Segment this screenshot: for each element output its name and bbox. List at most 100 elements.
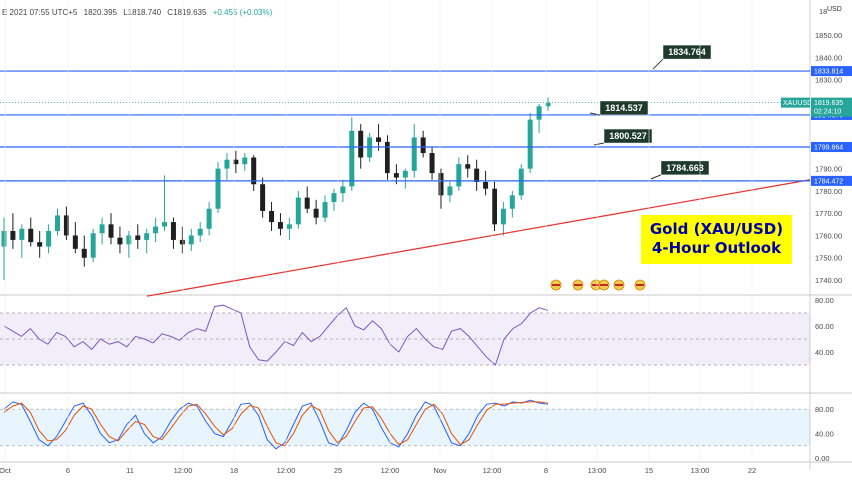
candle-body: [313, 208, 319, 218]
level-price-tag: [811, 142, 852, 153]
rsi-y-tick-label: 60.00: [815, 322, 834, 331]
candle-body: [402, 170, 408, 178]
y-tick-label: 1740.00: [815, 276, 842, 285]
candle-body: [72, 235, 78, 249]
rsi-line: [3, 304, 549, 366]
candle-body: [384, 141, 390, 174]
candle-body: [37, 242, 43, 247]
candle-body: [117, 237, 123, 245]
candle-body: [438, 173, 444, 196]
callout-pointer: [593, 142, 605, 146]
countdown-text: 02:24:10: [814, 109, 841, 116]
x-tick-label: Nov: [433, 466, 447, 475]
candle-body: [153, 226, 159, 234]
candle-body: [206, 208, 212, 229]
level-callout[interactable]: [660, 160, 710, 176]
candle-body: [474, 168, 480, 182]
candle-body: [135, 235, 141, 240]
y-tick-label: 1850.00: [815, 31, 842, 40]
stoch-band-fill: [0, 409, 810, 446]
candle-body: [99, 224, 105, 234]
candle-body: [500, 208, 506, 225]
y-tick-label: 1790.00: [815, 165, 842, 174]
level-callout[interactable]: [603, 128, 653, 144]
candle-body: [349, 130, 355, 187]
level-price-tag-text: 1833.814: [814, 69, 843, 76]
header-change: +0.455 (+0.03%): [212, 8, 273, 17]
stoch-y-tick-label: 0.00: [815, 454, 830, 463]
currency-label[interactable]: USD: [827, 6, 842, 13]
candle-body: [179, 239, 185, 245]
x-tick-label: 6: [66, 466, 70, 475]
y-tick-label: 1760.00: [815, 231, 842, 240]
candle-body: [483, 182, 489, 189]
stoch-y-tick-label: 80.00: [815, 405, 834, 414]
x-tick-label: 12:00: [483, 466, 502, 475]
rsi-y-tick-label: 80.00: [815, 296, 834, 305]
callout-pointer: [589, 112, 601, 116]
x-tick-label: 12:00: [381, 466, 400, 475]
header-high: 1820.395: [83, 8, 117, 17]
candle-body: [108, 224, 114, 238]
level-callout-text: 1800.527: [609, 131, 647, 141]
candle-body: [420, 137, 426, 154]
candle-body: [411, 137, 417, 171]
candle-body: [126, 235, 132, 245]
level-price-tag: [811, 66, 852, 77]
x-tick-label: 15: [645, 466, 653, 475]
y-tick-label: 1780.00: [815, 187, 842, 196]
candle-body: [224, 159, 230, 169]
level-callout[interactable]: [599, 100, 649, 116]
level-callout-text: 1834.764: [668, 47, 706, 57]
candle-body: [233, 159, 239, 165]
trendline[interactable]: [146, 179, 811, 297]
level-callout-text: 1814.537: [605, 103, 643, 113]
level-callout[interactable]: [662, 44, 712, 60]
y-tick-label: 1770.00: [815, 209, 842, 218]
x-tick-label: 11: [126, 466, 134, 475]
symbol-tag: [781, 97, 810, 108]
level-price-tag-text: 1799.664: [814, 145, 843, 152]
candle-body: [509, 195, 515, 209]
level-callout-text: 1784.663: [666, 163, 704, 173]
candle-body: [162, 222, 168, 227]
symbol-tag-text: XAUUSD: [783, 100, 812, 107]
rsi-y-tick-label: 40.00: [815, 348, 834, 357]
candle-body: [545, 102, 551, 107]
callout-pointer: [650, 174, 662, 180]
candle-body: [1, 231, 7, 247]
candle-body: [260, 184, 266, 211]
x-tick-label: 18: [230, 466, 238, 475]
candle-body: [304, 197, 310, 209]
candle-body: [242, 157, 248, 165]
header-close: C1819.635: [167, 8, 207, 17]
candle-body: [215, 168, 221, 209]
header-low: L1818.740: [123, 8, 162, 17]
candle-body: [393, 173, 399, 178]
y-tick-label: 18: [819, 7, 827, 16]
candle-body: [527, 119, 533, 169]
ohlc-header: E 2021 07:55 UTC+5 1820.395 L1818.740 C1…: [0, 0, 700, 22]
candle-body: [144, 233, 150, 240]
candle-body: [340, 186, 346, 194]
y-tick-label: 1840.00: [815, 53, 842, 62]
candle-body: [376, 137, 382, 142]
candle-body: [295, 197, 301, 225]
x-tick-label: 13:00: [691, 466, 710, 475]
candle-body: [447, 186, 453, 196]
candle-body: [518, 168, 524, 196]
x-tick-label: 8: [544, 466, 548, 475]
candle-body: [456, 164, 462, 187]
candle-body: [19, 228, 25, 240]
candle-body: [322, 202, 328, 218]
x-tick-label: 22: [748, 466, 756, 475]
level-price-tag: [811, 175, 852, 186]
level-price-tag-text: 1784.472: [814, 178, 843, 185]
title-line-1: Gold (XAU/USD): [649, 220, 784, 238]
candle-body: [10, 231, 16, 240]
candle-body: [28, 228, 34, 243]
last-price-text: 1819.635: [814, 100, 843, 107]
candle-body: [197, 228, 203, 236]
candle-body: [465, 164, 471, 169]
